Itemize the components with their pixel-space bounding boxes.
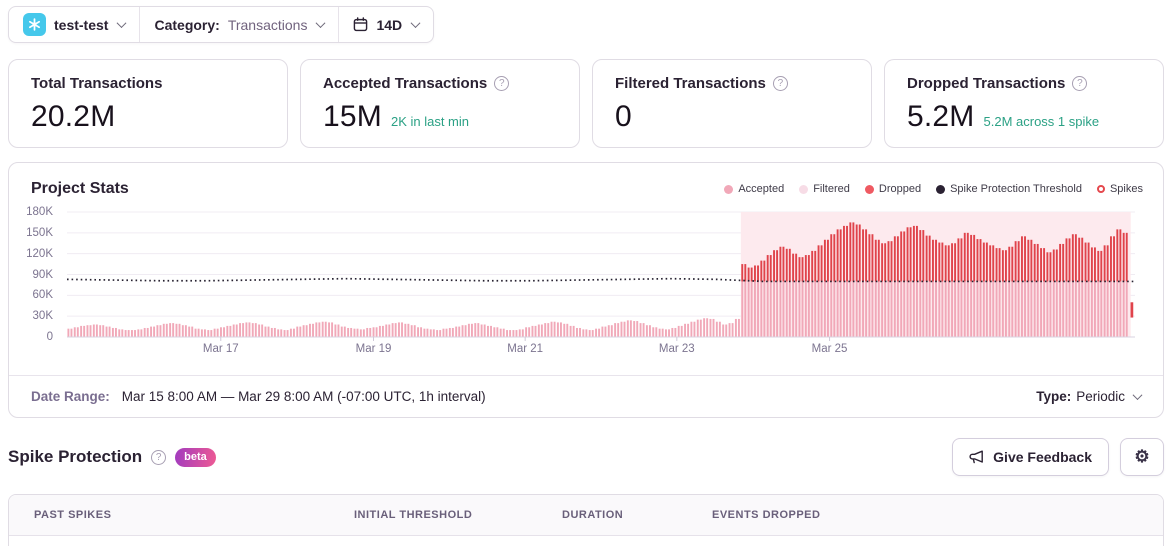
y-tick: 120K — [26, 247, 53, 260]
category-value: Transactions — [227, 16, 308, 33]
dot-marker-icon — [799, 184, 809, 194]
x-tick: Mar 21 — [507, 343, 544, 355]
card-title: Filtered Transactions — [615, 75, 766, 92]
category-selector[interactable]: Category: Transactions — [139, 7, 338, 42]
legend-label: Spikes — [1109, 183, 1143, 195]
flower-glyph-icon — [28, 18, 41, 31]
card-title: Accepted Transactions — [323, 75, 488, 92]
dot-marker-icon — [936, 184, 946, 194]
type-value: Periodic — [1076, 389, 1125, 404]
chart-title: Project Stats — [31, 180, 129, 197]
chevron-down-icon — [117, 18, 127, 29]
legend-label: Spike Protection Threshold — [950, 183, 1082, 195]
chevron-down-icon — [410, 18, 421, 29]
legend-label: Accepted — [738, 183, 785, 195]
project-selector[interactable]: test-test — [9, 7, 139, 42]
col-initial-threshold: INITIAL THRESHOLD — [354, 509, 473, 521]
col-duration: DURATION — [562, 509, 624, 521]
y-tick: 60K — [32, 289, 53, 302]
col-past-spikes: PAST SPIKES — [34, 509, 112, 521]
feedback-label: Give Feedback — [993, 449, 1092, 465]
spike-protection-header: Spike Protection ? beta Give Feedback ⚙ — [8, 438, 1164, 476]
x-tick: Mar 25 — [811, 343, 848, 355]
chart-plot[interactable] — [66, 211, 1135, 341]
filter-toolbar: test-test Category: Transactions 14D — [8, 6, 435, 43]
type-label: Type: — [1036, 389, 1072, 404]
y-tick: 90K — [32, 268, 53, 281]
help-icon[interactable]: ? — [151, 449, 167, 465]
x-axis-labels: Mar 17 Mar 19 Mar 21 Mar 23 Mar 25 — [67, 341, 1135, 365]
card-title: Total Transactions — [31, 75, 163, 92]
past-spikes-table: PAST SPIKES INITIAL THRESHOLD DURATION E… — [8, 494, 1164, 546]
period-value: 14D — [376, 16, 403, 33]
chart-legend: Accepted Filtered Dropped Spike Protection … — [724, 183, 1143, 195]
project-stats-card: Project Stats Accepted Filtered Dropped Spi… — [8, 162, 1164, 418]
legend-item-spikes[interactable]: Spikes — [1096, 183, 1143, 195]
help-icon[interactable]: ? — [772, 76, 788, 91]
category-label: Category: — [154, 16, 220, 33]
x-tick: Mar 23 — [658, 343, 695, 355]
dot-marker-icon — [864, 184, 874, 194]
legend-item-dropped[interactable]: Dropped — [864, 183, 922, 195]
chart-footer: Date Range: Mar 15 8:00 AM — Mar 29 8:00… — [9, 375, 1163, 417]
legend-item-filtered[interactable]: Filtered — [799, 183, 850, 195]
card-value: 5.2M — [907, 100, 975, 133]
ring-marker-icon — [1096, 185, 1105, 193]
legend-item-spike-protection-threshold[interactable]: Spike Protection Threshold — [936, 183, 1082, 195]
legend-item-accepted[interactable]: Accepted — [724, 183, 784, 195]
project-icon — [23, 13, 46, 36]
megaphone-icon — [969, 450, 984, 464]
help-icon[interactable]: ? — [1072, 76, 1088, 91]
project-name: test-test — [54, 16, 109, 33]
card-total-transactions: Total Transactions 20.2M — [8, 59, 288, 148]
card-subtext: 5.2M across 1 spike — [983, 114, 1100, 129]
card-value: 0 — [615, 100, 632, 133]
card-dropped-transactions: Dropped Transactions ? 5.2M 5.2M across … — [884, 59, 1164, 148]
help-icon[interactable]: ? — [494, 76, 510, 91]
stat-cards-row: Total Transactions 20.2M Accepted Transa… — [8, 59, 1164, 148]
gear-icon: ⚙ — [1134, 447, 1150, 466]
section-title: Spike Protection — [8, 447, 143, 466]
x-tick: Mar 19 — [355, 343, 392, 355]
date-period-selector[interactable]: 14D — [338, 7, 433, 42]
x-tick: Mar 17 — [202, 343, 239, 355]
chevron-down-icon — [316, 18, 326, 29]
chevron-down-icon — [1132, 390, 1143, 401]
y-tick: 0 — [46, 331, 53, 343]
calendar-icon — [354, 17, 368, 32]
legend-label: Dropped — [878, 183, 922, 195]
beta-badge: beta — [175, 447, 216, 467]
card-filtered-transactions: Filtered Transactions ? 0 — [592, 59, 872, 148]
y-tick: 180K — [26, 206, 53, 218]
card-value: 15M — [323, 100, 382, 133]
card-title: Dropped Transactions — [907, 75, 1066, 92]
type-selector[interactable]: Type: Periodic — [1036, 389, 1143, 404]
y-tick: 30K — [32, 310, 53, 323]
give-feedback-button[interactable]: Give Feedback — [952, 438, 1109, 476]
card-accepted-transactions: Accepted Transactions ? 15M 2K in last m… — [300, 59, 580, 148]
legend-label: Filtered — [813, 183, 850, 195]
col-events-dropped: EVENTS DROPPED — [712, 509, 821, 521]
y-axis-labels: 180K 150K 120K 90K 60K 30K 0 — [9, 206, 61, 343]
card-subtext: 2K in last min — [390, 114, 470, 129]
card-value: 20.2M — [31, 100, 116, 133]
date-range-value: Mar 15 8:00 AM — Mar 29 8:00 AM (-07:00 … — [121, 389, 486, 404]
date-range-label: Date Range: — [31, 389, 110, 404]
chart-area: 180K 150K 120K 90K 60K 30K 0 — [9, 206, 1135, 343]
table-header-row: PAST SPIKES INITIAL THRESHOLD DURATION E… — [9, 495, 1163, 536]
y-tick: 150K — [26, 226, 53, 239]
dot-marker-icon — [724, 184, 734, 194]
table-body — [9, 536, 1163, 546]
settings-button[interactable]: ⚙ — [1120, 438, 1164, 476]
